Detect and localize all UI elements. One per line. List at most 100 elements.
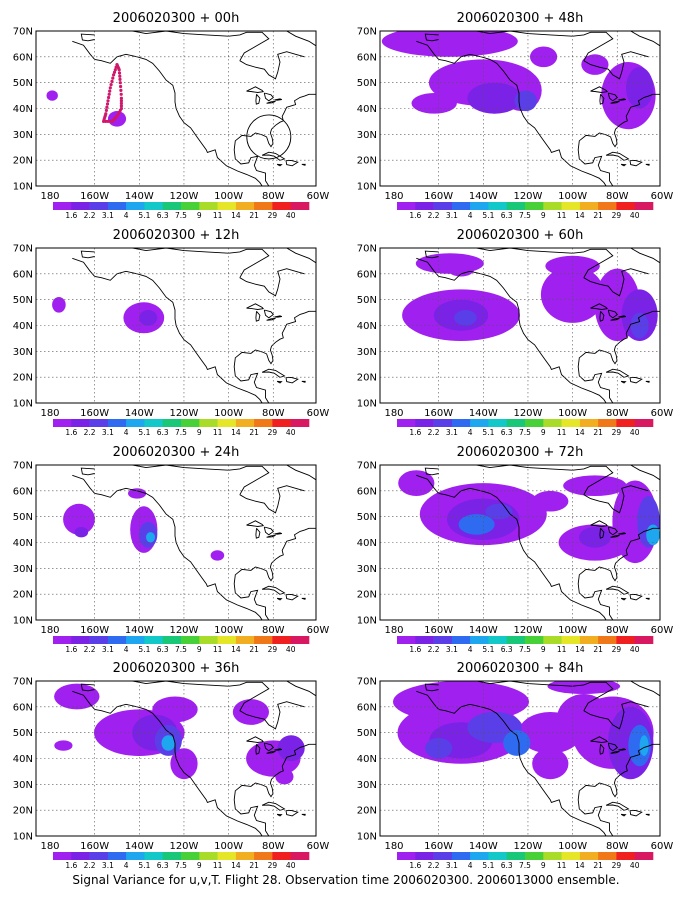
y-tick-label: 40N: [13, 321, 33, 332]
y-tick-label: 10N: [13, 399, 33, 410]
coastline: [233, 527, 316, 620]
colorbar-label: 21: [249, 428, 259, 437]
track-dot: [119, 92, 123, 96]
great-lakes: [266, 750, 276, 754]
y-tick-label: 50N: [357, 512, 377, 523]
colorbar-swatch: [543, 419, 562, 427]
panel-title: 2006020300 + 72h: [457, 445, 584, 460]
x-tick-label: 100W: [214, 408, 243, 419]
colorbar-label: 5.1: [138, 645, 150, 654]
colorbar-swatch: [451, 202, 471, 210]
colorbar-label: 6.3: [501, 211, 513, 220]
colorbar-label: 40: [286, 861, 296, 870]
variance-region: [458, 514, 495, 535]
colorbar-label: 2.2: [84, 211, 96, 220]
map-panel: 2006020300 + 36h 10N 20N 30N 40N 50N 60N 70N 180…: [13, 661, 330, 870]
y-tick-label: 60N: [357, 52, 377, 63]
x-tick-label: 80W: [606, 841, 629, 852]
coastline: [438, 248, 614, 278]
coastlines: [416, 465, 660, 620]
coastline: [239, 701, 305, 730]
variance-contours: [393, 681, 654, 780]
coastline: [629, 809, 643, 817]
map-frame: [35, 247, 317, 404]
variance-region: [532, 490, 569, 512]
coastline: [285, 159, 299, 167]
variance-region: [139, 310, 158, 326]
colorbar-label: 14: [575, 645, 585, 654]
colorbar-swatch: [598, 636, 617, 644]
colorbar-label: 5.1: [138, 428, 150, 437]
coastline: [301, 380, 306, 383]
colorbar-swatch: [415, 636, 434, 644]
track-dot: [118, 81, 122, 85]
coastline: [72, 40, 263, 186]
coastlines: [72, 31, 334, 186]
coastlines: [416, 248, 660, 403]
coastline: [577, 527, 660, 620]
colorbar-label: 21: [249, 645, 259, 654]
coastlines: [416, 31, 660, 186]
y-tick-label: 40N: [357, 321, 377, 332]
colorbar-swatch: [433, 419, 453, 427]
colorbar: 1.6 2.2 3.1 4 5.1 6.3 7.5 9 11 14 21 29 40: [53, 636, 310, 654]
colorbar-label: 1.6: [409, 645, 421, 654]
colorbar-label: 29: [612, 645, 622, 654]
colorbar-label: 4: [468, 211, 473, 220]
colorbar-swatch: [543, 636, 562, 644]
coastline: [80, 250, 95, 259]
y-tick-label: 20N: [357, 373, 377, 384]
colorbar-swatch: [181, 419, 200, 427]
x-tick-label: 180: [384, 625, 403, 636]
colorbar-swatch: [488, 852, 507, 860]
colorbar-swatch: [235, 419, 255, 427]
gridlines: [380, 465, 660, 620]
x-tick-label: 160W: [424, 191, 453, 202]
coastline: [239, 51, 305, 80]
map-panel: 2006020300 + 72h 10N 20N 30N 40N 50N 60N 70N 180…: [357, 445, 674, 654]
coastline: [645, 597, 650, 600]
y-tick-label: 70N: [13, 677, 33, 688]
variance-region: [581, 54, 609, 75]
colorbar-swatch: [561, 202, 581, 210]
coastline: [605, 151, 630, 161]
colorbar-label: 11: [557, 861, 567, 870]
colorbar-swatch: [235, 202, 255, 210]
colorbar-swatch: [272, 202, 291, 210]
colorbar-label: 4: [468, 645, 473, 654]
colorbar-swatch: [506, 852, 526, 860]
variance-region: [210, 550, 225, 561]
colorbar-label: 7.5: [519, 645, 531, 654]
coastline: [72, 257, 263, 403]
colorbar-label: 21: [593, 861, 603, 870]
coastline: [416, 474, 607, 620]
x-tick-label: 160W: [424, 841, 453, 852]
colorbar-swatch: [89, 202, 109, 210]
coastline: [629, 376, 643, 384]
great-lakes: [610, 100, 620, 104]
coastline: [233, 743, 316, 836]
colorbar-label: 3.1: [102, 861, 114, 870]
variance-region: [547, 681, 621, 694]
y-tick-label: 10N: [357, 616, 377, 627]
colorbar-label: 14: [575, 861, 585, 870]
colorbar-swatch: [598, 852, 617, 860]
x-tick-label: 180: [384, 191, 403, 202]
coastline: [424, 250, 439, 259]
variance-region: [170, 748, 198, 780]
map-panel: 2006020300 + 48h 10N 20N 30N 40N 50N 60N 70N 180…: [357, 11, 674, 220]
track-dot: [119, 88, 123, 92]
coastline: [94, 31, 270, 61]
coastlines: [72, 465, 316, 620]
coastline: [320, 79, 334, 91]
colorbar-swatch: [181, 852, 200, 860]
colorbar-swatch: [53, 636, 72, 644]
coastline: [620, 597, 627, 601]
colorbar-swatch: [506, 202, 526, 210]
great-lakes: [590, 86, 609, 93]
coastline: [620, 813, 627, 817]
colorbar-label: 3.1: [446, 428, 458, 437]
colorbar-swatch: [144, 852, 163, 860]
coastline: [605, 585, 630, 595]
variance-region: [514, 90, 537, 112]
